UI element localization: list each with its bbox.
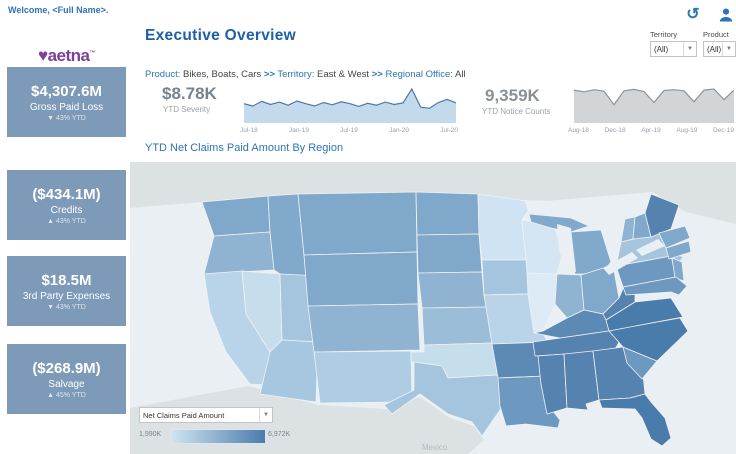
state-ND[interactable] [415,191,480,236]
axis-tick: Aug-19 [676,127,698,134]
legend-max-label: 6,972K [268,431,291,438]
kpi-card-3rd-party-expenses: $18.5M 3rd Party Expenses ▼ 43% YTD [7,256,126,326]
legend-gradient [171,429,266,444]
aetna-logo: ♥aetna™ [7,46,126,66]
us-choropleth-map[interactable]: Mexico [130,162,736,454]
kpi-value: ($434.1M) [32,185,101,203]
state-FL[interactable] [598,393,672,447]
territory-filter-label: Territory [650,30,678,39]
breadcrumb-separator: >> [263,69,275,80]
page-title: Executive Overview [145,27,297,44]
state-CT[interactable] [665,240,692,260]
severity-sparkline-chart[interactable] [244,86,456,124]
kpi-card-gross-paid-loss: $4,307.6M Gross Paid Loss ▼ 43% YTD [7,67,126,137]
kpi-delta: ▼ 43% YTD [47,114,86,122]
state-VA[interactable] [605,297,684,332]
state-WA[interactable] [201,195,271,237]
lake-erie [603,252,638,275]
state-MS[interactable] [537,353,568,415]
territory-filter-dropdown[interactable]: (All) ▼ [650,41,697,57]
state-NM[interactable] [313,350,413,404]
kpi-value: $4,307.6M [31,82,102,100]
state-MD[interactable] [622,276,688,296]
state-MT[interactable] [297,191,418,256]
ytd-notice-counts-value: 9,359K [485,86,540,105]
history-glyph: ↺ [686,6,700,23]
kpi-label: Salvage [48,378,85,390]
territory-filter-value[interactable]: (All) [654,44,669,54]
product-filter-dropdown[interactable]: (All) ▼ [703,41,736,57]
breadcrumb-territory-label: Territory: [277,69,315,80]
user-icon[interactable] [717,6,735,24]
state-AZ[interactable] [259,339,319,403]
basemap-mexico-label: Mexico [422,443,448,452]
state-WY[interactable] [303,251,419,307]
axis-tick: Apr-19 [641,127,661,134]
breadcrumb: Product: Bikes, Boats, Cars >> Territory… [145,69,466,80]
kpi-delta: ▲ 45% YTD [47,391,86,399]
severity-axis: Jul-18 Jan-19 Jul-19 Jan-20 Jul-20 [240,127,458,134]
kpi-card-salvage: ($268.9M) Salvage ▲ 45% YTD [7,344,126,414]
lake-ontario [636,239,665,256]
chevron-down-icon[interactable]: ▼ [259,408,272,422]
state-ME[interactable] [644,193,680,238]
logo-text: aetna [47,46,90,65]
welcome-text: Welcome, <Full Name>. [8,5,109,15]
legend-min-label: 1,990K [139,431,162,438]
state-CO[interactable] [307,303,421,353]
map-section-title: YTD Net Claims Paid Amount By Region [145,142,344,154]
state-NJ[interactable] [671,257,685,282]
axis-tick: Jul-18 [240,127,258,134]
state-TX[interactable] [383,361,503,437]
kpi-delta: ▲ 43% YTD [47,217,86,225]
product-filter-label: Product [703,30,729,39]
breadcrumb-office-label: Regional Office: [385,69,453,80]
chevron-down-icon[interactable]: ▼ [683,42,696,56]
breadcrumb-product-value: Bikes, Boats, Cars [183,69,262,80]
history-reset-icon[interactable]: ↺ [684,6,702,24]
territory-filter: Territory (All) ▼ [650,30,697,57]
measure-dropdown-box[interactable]: Net Claims Paid Amount ▼ [139,407,273,423]
kpi-delta: ▼ 43% YTD [47,303,86,311]
state-KS[interactable] [421,306,494,346]
axis-tick: Dec-18 [604,127,626,134]
breadcrumb-territory-value: East & West [316,69,370,80]
product-filter-value[interactable]: (All) [707,44,722,54]
lake-huron [589,219,619,262]
lake-michigan [557,224,576,272]
trademark-symbol: ™ [89,50,96,57]
chevron-down-icon[interactable]: ▼ [722,42,735,56]
notice-counts-sparkline-chart[interactable] [574,86,734,124]
kpi-label: Credits [50,204,83,216]
state-NE[interactable] [417,271,491,309]
ytd-notice-counts-label: YTD Notice Counts [482,107,551,116]
axis-tick: Jul-20 [440,127,458,134]
axis-tick: Jul-19 [340,127,358,134]
state-MA[interactable] [658,225,691,249]
notice-counts-axis: Aug-18 Dec-18 Apr-19 Aug-19 Dec-19 [568,127,734,134]
product-filter: Product (All) ▼ [703,30,736,57]
kpi-value: ($268.9M) [32,359,101,377]
state-SD[interactable] [416,233,483,274]
lake-superior [524,200,601,226]
axis-tick: Jan-20 [389,127,409,134]
axis-tick: Dec-19 [712,127,734,134]
ytd-severity-label: YTD Severity [163,105,211,114]
kpi-label: 3rd Party Expenses [22,290,111,302]
breadcrumb-product-label: Product: [145,69,181,80]
kpi-value: $18.5M [41,271,92,289]
ytd-severity-value: $8.78K [162,84,217,103]
axis-tick: Aug-18 [568,127,589,134]
measure-dropdown[interactable]: Net Claims Paid Amount ▼ [139,407,273,423]
measure-dropdown-value[interactable]: Net Claims Paid Amount [143,410,225,420]
axis-tick: Jan-19 [288,127,309,134]
breadcrumb-separator: >> [371,69,383,80]
kpi-label: Gross Paid Loss [29,101,104,113]
kpi-card-credits: ($434.1M) Credits ▲ 43% YTD [7,170,126,240]
state-IA[interactable] [481,259,533,296]
state-OR[interactable] [203,231,275,275]
breadcrumb-office-value: All [455,69,466,80]
heart-icon: ♥ [37,46,48,65]
